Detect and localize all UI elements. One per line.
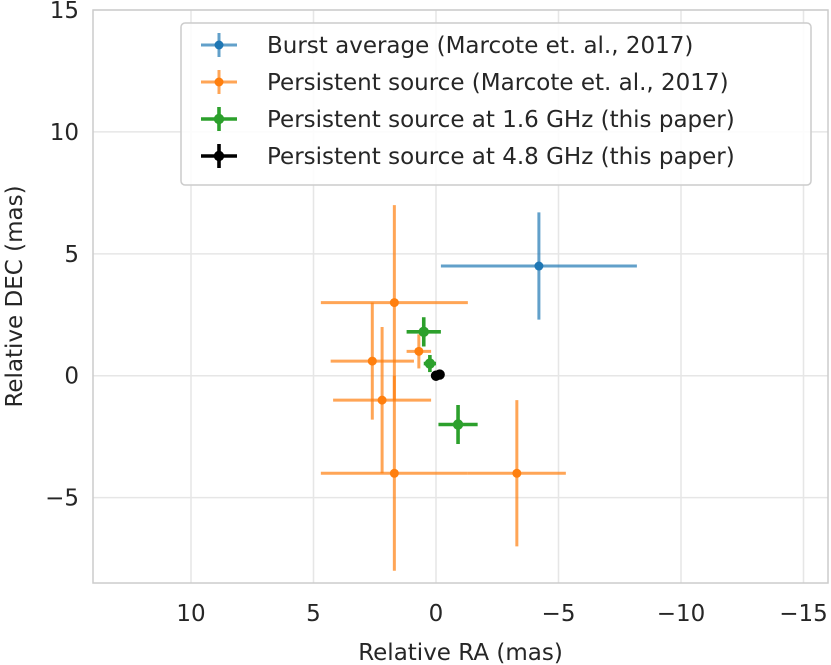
series-1 — [320, 205, 566, 571]
legend-label: Persistent source at 1.6 GHz (this paper… — [267, 107, 735, 133]
data-point — [434, 369, 445, 380]
data-point — [424, 358, 436, 369]
series-3 — [430, 369, 445, 381]
series-0 — [440, 212, 637, 320]
y-tick-label: 10 — [50, 120, 79, 146]
legend-label: Persistent source at 4.8 GHz (this paper… — [267, 144, 735, 170]
data-point — [389, 298, 399, 308]
data-point — [418, 326, 429, 338]
y-axis-label: Relative DEC (mas) — [2, 185, 28, 407]
x-tick-label: −15 — [779, 601, 828, 627]
data-series — [320, 205, 637, 571]
data-point — [534, 261, 544, 271]
data-point — [367, 356, 377, 366]
legend-marker-point — [214, 77, 224, 87]
legend-marker-point — [213, 150, 225, 162]
x-tick-label: −5 — [542, 601, 576, 627]
tick-labels: 10 5 0 −5 −10 −15 −5 0 5 10 15 — [45, 0, 828, 627]
legend-marker-point — [213, 113, 225, 125]
data-point — [452, 419, 464, 430]
legend: Burst average (Marcote et. al., 2017) Per… — [180, 22, 812, 186]
y-tick-label: 15 — [50, 0, 79, 24]
legend-label: Persistent source (Marcote et. al., 2017… — [267, 70, 729, 96]
y-tick-label: 5 — [64, 242, 79, 268]
data-point — [414, 346, 424, 356]
legend-label: Burst average (Marcote et. al., 2017) — [267, 33, 693, 59]
data-point — [377, 395, 387, 405]
data-point — [512, 468, 522, 478]
plot-frame — [92, 9, 829, 584]
data-point — [389, 468, 399, 478]
legend-marker-point — [214, 40, 224, 50]
x-tick-label: −10 — [657, 601, 706, 627]
legend-box — [180, 22, 812, 186]
y-tick-label: −5 — [45, 486, 79, 512]
series-2 — [406, 317, 478, 445]
x-tick-label: 0 — [429, 601, 444, 627]
x-axis-label: Relative RA (mas) — [358, 640, 563, 665]
x-tick-label: 5 — [306, 601, 321, 627]
y-tick-label: 0 — [64, 364, 79, 390]
x-tick-label: 10 — [176, 601, 205, 627]
